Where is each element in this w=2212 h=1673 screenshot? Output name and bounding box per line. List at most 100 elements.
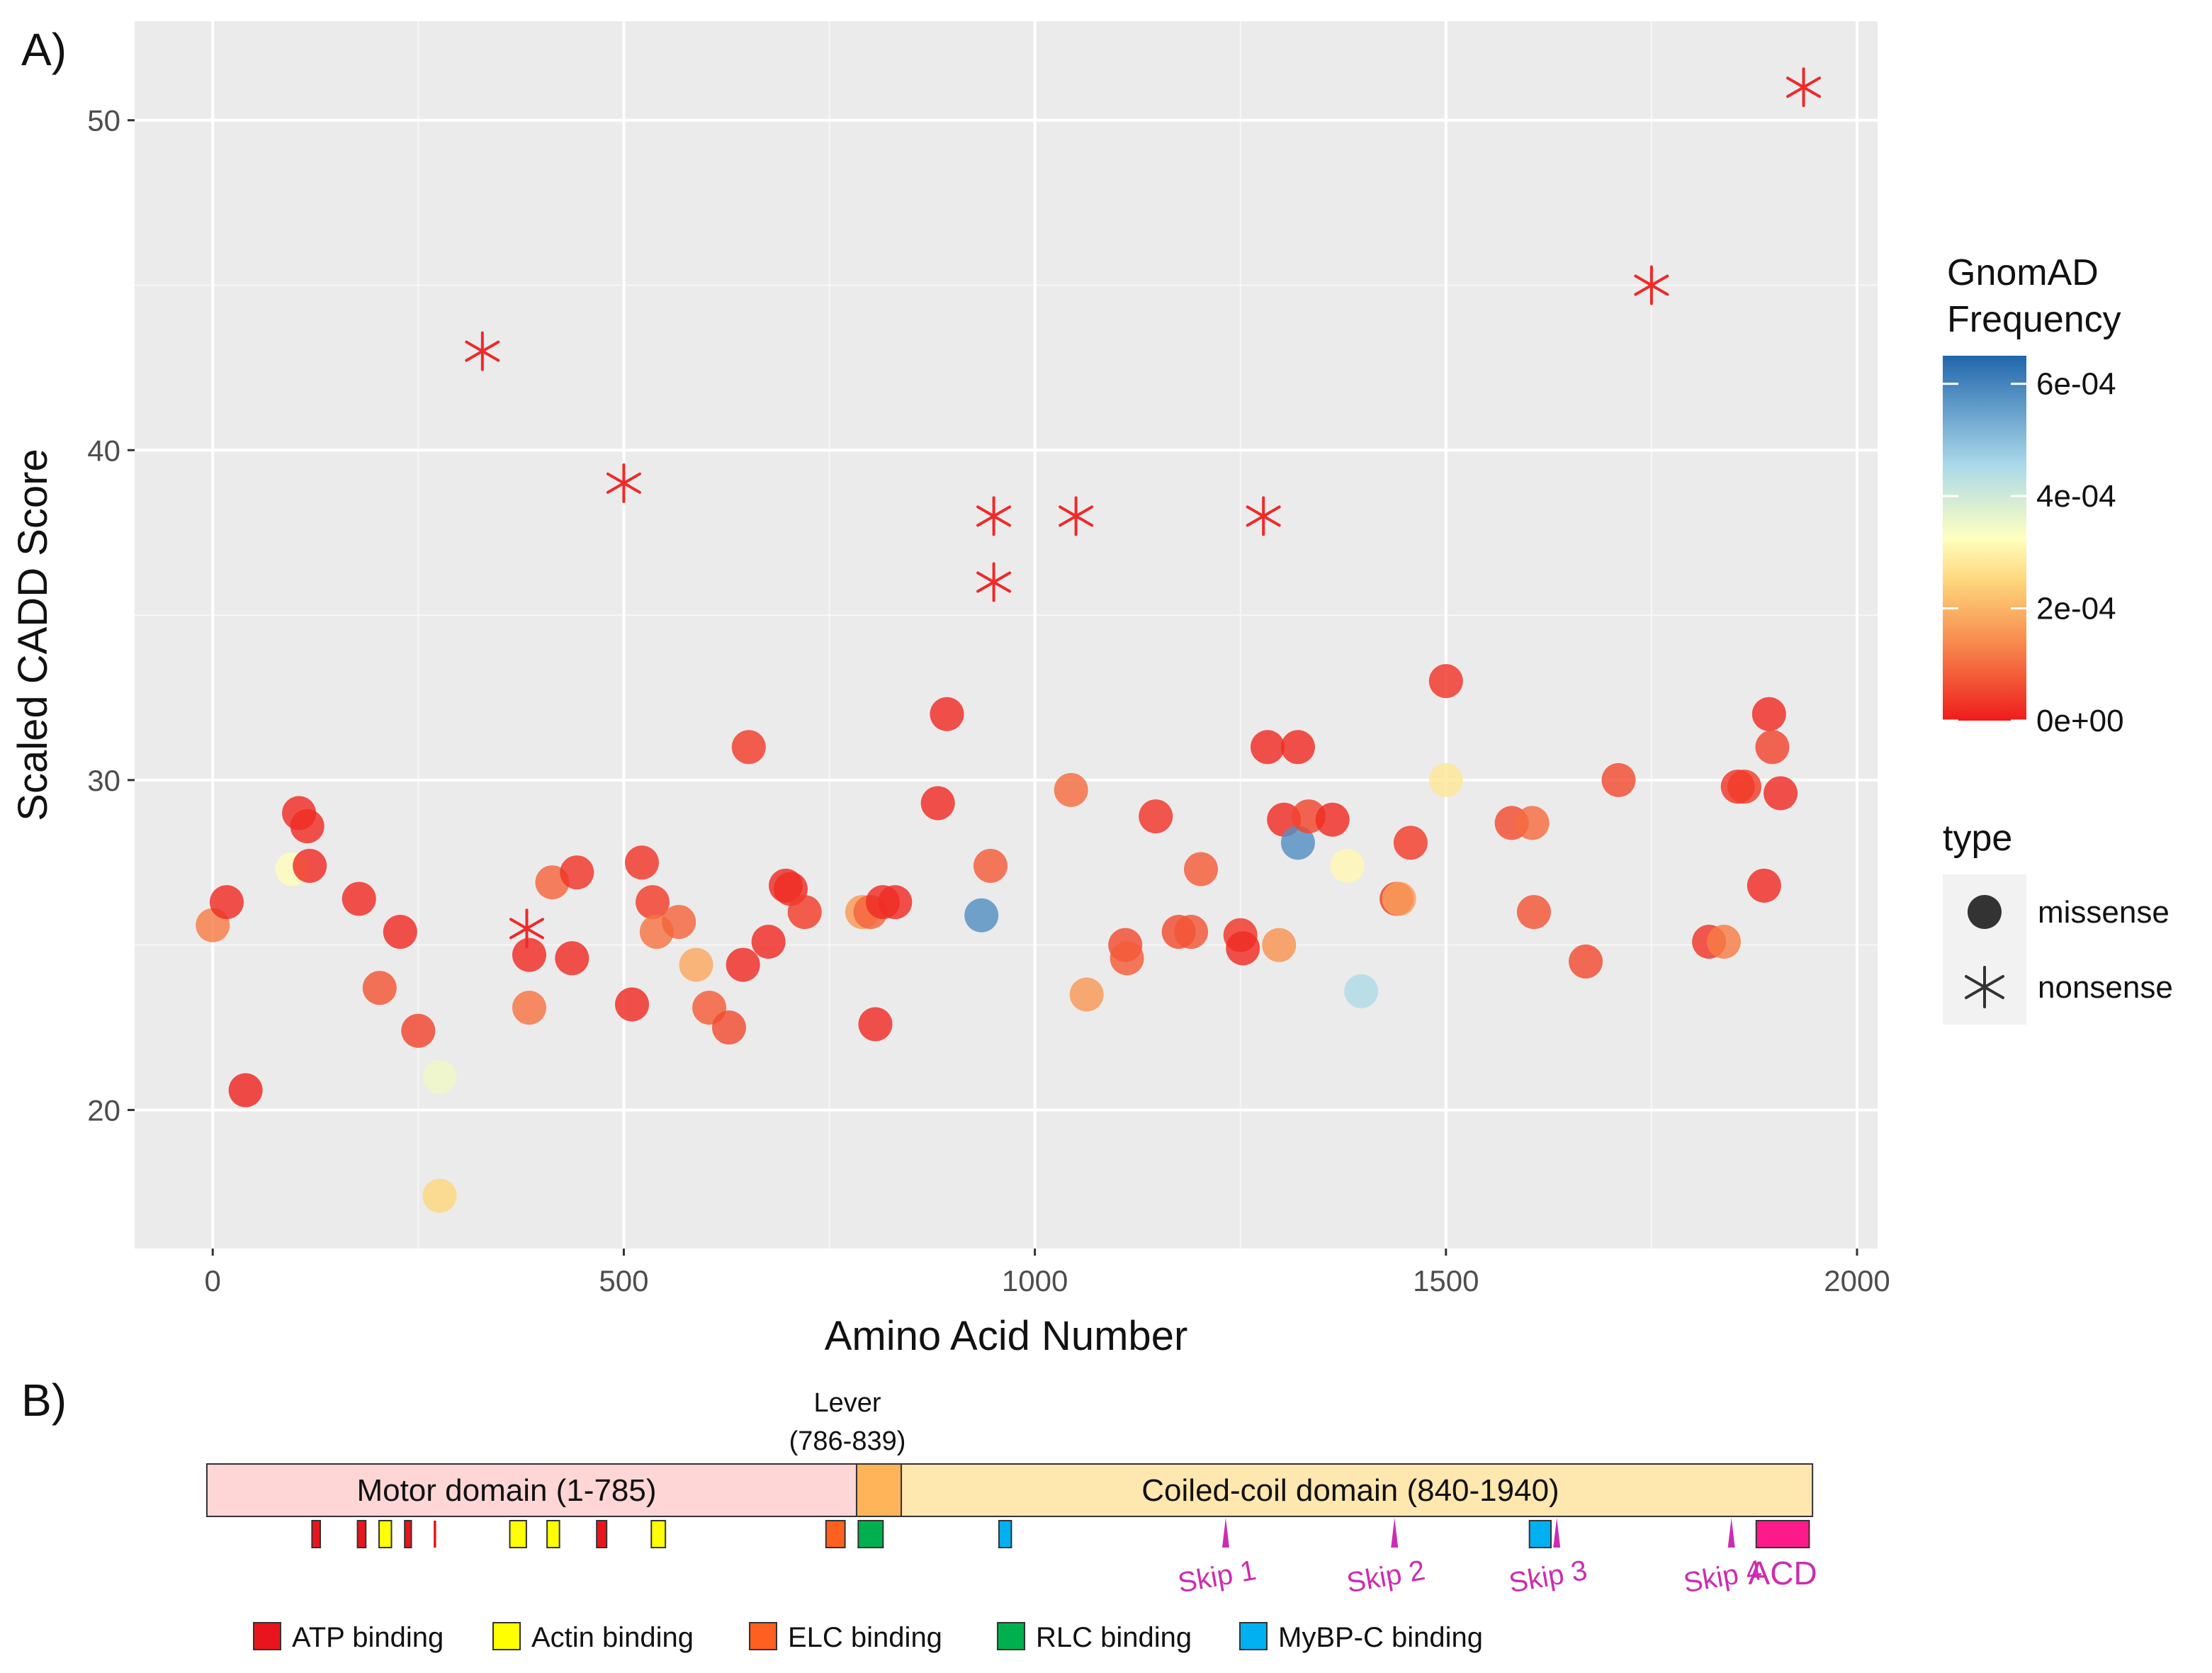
missense-point [1174,915,1209,950]
missense-point [1516,895,1551,930]
y-axis-ticks: 20 30 40 50 [87,104,135,1127]
binding-site-mark [356,1520,367,1548]
x-axis-ticks: 0 500 1000 1500 2000 [205,1249,1890,1297]
color-legend: GnomAD Frequency 6e-04 4e-04 2e-04 0e+00 [1943,252,2124,738]
missense-point [1344,974,1379,1008]
binding-site-mark [596,1520,608,1548]
missense-point [290,809,325,844]
missense-point [1393,826,1428,860]
missense-point [401,1013,436,1048]
missense-point [1226,931,1260,966]
binding-site-mark [311,1520,322,1548]
missense-point [1315,802,1350,837]
missense-point [662,905,696,940]
missense-point [1054,772,1088,807]
missense-point [920,786,955,821]
missense-point [787,895,822,930]
skip-arrow [1553,1518,1561,1548]
x-axis-title: Amino Acid Number [825,1313,1188,1359]
legend-swatch [749,1622,777,1650]
lever-label-line1: Lever [813,1388,881,1418]
domain-bars [206,1463,1814,1517]
x-tick-label: 1000 [1002,1264,1068,1297]
binding-site-mark [378,1520,393,1548]
missense-point [422,1178,457,1213]
binding-site-mark [825,1520,846,1548]
binding-site-legend: ATP binding Actin binding ELC binding RLC b… [253,1622,1483,1653]
missense-point [1184,852,1219,886]
nonsense-point [976,562,1012,602]
domain-bar-0 [206,1463,857,1517]
nonsense-point [1246,496,1281,536]
missense-point [636,885,670,920]
y-tick-label: 40 [87,434,120,467]
data-points [196,67,1822,1213]
y-tick-label: 20 [87,1093,120,1127]
missense-point [726,947,760,982]
skip-label: Skip 1 [1175,1555,1258,1599]
skip-arrow [1391,1518,1399,1548]
missense-point [731,730,766,765]
missense-point [422,1059,457,1094]
color-bar [1943,356,2026,721]
color-bar-ticks: 6e-04 4e-04 2e-04 0e+00 [1943,367,2124,738]
legend-swatch [1239,1622,1268,1650]
nonsense-point [509,908,545,949]
missense-point [1601,762,1636,797]
shape-legend-title: type [1943,818,2012,859]
nonsense-point [1059,496,1094,536]
missense-point [964,898,999,933]
y-tick-label: 50 [87,104,120,137]
missense-point [751,925,786,959]
nonsense-key-icon [1965,966,2004,1008]
missense-point [1764,776,1798,811]
gridlines [135,21,1878,1249]
color-bar-tick-label: 6e-04 [2036,367,2116,402]
binding-site-mark [998,1520,1012,1548]
skip-arrow [1221,1518,1229,1548]
x-tick-label: 1500 [1413,1264,1479,1297]
missense-point [512,937,546,972]
missense-point [1280,730,1315,765]
binding-site-mark [404,1520,412,1548]
missense-point [1382,881,1416,916]
nonsense-point [1786,67,1822,108]
missense-point [1707,925,1742,959]
missense-point [1262,928,1297,962]
domain-bar-2 [901,1463,1814,1517]
coiled-coil-domain-label: Coiled-coil domain (840-1940) [1141,1473,1559,1508]
protein-domain-map: Lever (786-839) Motor domain (1-785) Coi… [206,1388,1817,1653]
motor-domain-label: Motor domain (1-785) [356,1473,656,1508]
missense-point [209,885,244,920]
nonsense-point [1634,265,1669,305]
missense-point [1330,848,1365,883]
panel-a-label: A) [21,24,67,75]
missense-point [1428,664,1463,699]
missense-point [1727,770,1762,804]
legend-swatch [492,1622,521,1650]
binding-site-mark [546,1520,560,1548]
missense-point [1569,944,1603,979]
missense-point [1515,806,1550,840]
nonsense-point [465,331,500,371]
missense-point [293,848,327,883]
y-axis-title: Scaled CADD Score [10,449,56,821]
lever-label-line2: (786-839) [789,1426,906,1456]
legend-swatch [253,1622,281,1650]
legend-label: Actin binding [531,1622,694,1653]
acd-label: ACD [1749,1555,1817,1592]
missense-point [1747,868,1781,903]
legend-label: ATP binding [292,1622,444,1653]
scatter-plot: 0 500 1000 1500 2000 20 30 40 50 Amino Acid Num… [10,21,1890,1359]
missense-point [711,1010,746,1045]
x-tick-label: 500 [599,1264,648,1297]
missense-key-icon [1968,895,2002,929]
missense-point [555,941,589,976]
missense-point [930,697,964,731]
shape-legend-label-nonsense: nonsense [2038,970,2173,1005]
missense-point [1139,799,1173,834]
legend-label: MyBP-C binding [1278,1622,1483,1653]
missense-point [973,848,1008,883]
